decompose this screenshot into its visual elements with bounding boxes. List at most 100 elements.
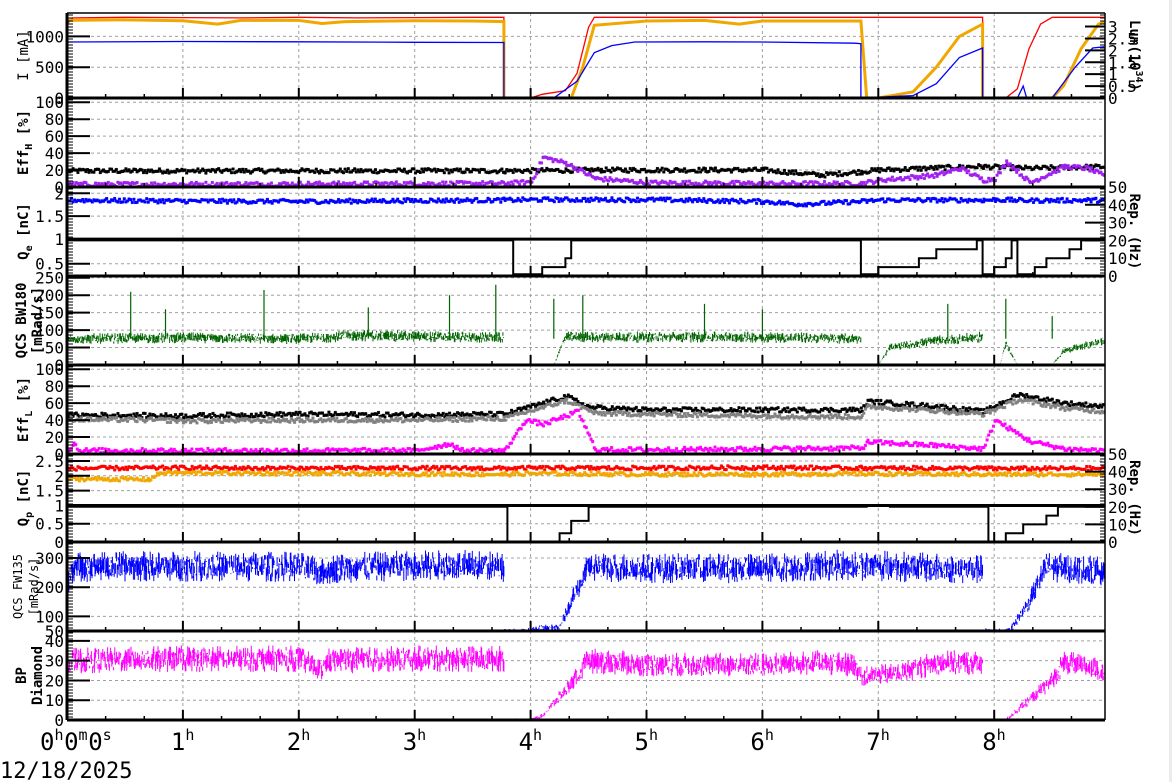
y-tick-label: 200 — [35, 578, 64, 597]
y-tick-label-right: 30 — [1108, 214, 1127, 233]
y-axis-label: Qp [nC] — [16, 470, 35, 527]
y-tick-label-right: 50 — [1108, 178, 1127, 197]
y-axis-label-right: Rep. (Hz) — [1126, 194, 1142, 270]
series-RepRate_e — [67, 239, 1105, 276]
y-tick-label: 1.5 — [35, 482, 64, 501]
y-tick-label: 40 — [45, 632, 64, 651]
x-tick-label: 3h — [403, 726, 426, 756]
y-tick-label: 40 — [45, 144, 64, 163]
y-tick-label: 50 — [45, 622, 64, 641]
panel-series-current — [67, 16, 1105, 98]
y-tick-label-right: 20 — [1108, 231, 1127, 250]
y-tick-label: 2.5 — [35, 452, 64, 471]
y-axis-label: I [mA] — [16, 30, 32, 81]
y-axis-label: EffL [%] — [16, 377, 35, 442]
y-tick-label: 0 — [54, 533, 64, 552]
y-tick-label-right: 1.5 — [1108, 53, 1137, 72]
y-tick-label: 0 — [54, 178, 64, 197]
y-tick-label-right: 1 — [1108, 65, 1118, 84]
y-tick-label: 40 — [45, 411, 64, 430]
y-tick-label: 80 — [45, 377, 64, 396]
y-tick-label: 20 — [45, 161, 64, 180]
y-axis-label: BPDiamond — [14, 646, 46, 705]
panel-series-bp_diamond — [67, 645, 1105, 720]
axis-ticks — [66, 14, 1105, 721]
y-tick-label: 60 — [45, 127, 64, 146]
y-tick-label: 100 — [35, 360, 64, 379]
series-I_HER — [67, 18, 1105, 98]
panel-series-eff_h — [67, 155, 1105, 187]
y-tick-label: 250 — [35, 269, 64, 288]
series-QCS_FW135 — [67, 549, 1105, 631]
x-tick-label: 4h — [519, 726, 542, 756]
series-EffL_1 — [67, 392, 1105, 420]
data-series — [67, 16, 1105, 720]
x-tick-label: 1h — [171, 726, 194, 756]
y-tick-label-right: 0.5 — [1108, 77, 1137, 96]
y-axis-label: Qe [nC] — [16, 203, 35, 260]
y-tick-label-right: 3 — [1108, 18, 1118, 37]
series-QCS_BW180_peaks — [130, 284, 1053, 339]
y-axis-label: EffH [%] — [16, 110, 35, 175]
y-tick-label: 0 — [54, 445, 64, 464]
y-tick-label: 60 — [45, 394, 64, 413]
x-tick-label: 5h — [635, 726, 658, 756]
y-tick-label-right: 0 — [1108, 267, 1118, 286]
y-tick-label: 200 — [35, 286, 64, 305]
y-axis-label-right: Rep. (Hz) — [1126, 460, 1142, 536]
y-tick-label-right: 40 — [1108, 196, 1127, 215]
y-tick-label: 20 — [45, 428, 64, 447]
y-tick-label: 150 — [35, 304, 64, 323]
y-axis-label: QCS BW180[mRad/s] — [14, 283, 46, 359]
panel-series-qcs_bw180 — [67, 284, 1105, 365]
y-tick-label-right: 10 — [1108, 515, 1127, 534]
y-tick-label: 0 — [54, 711, 64, 730]
x-tick-label: 8h — [982, 726, 1005, 756]
panel-frames — [65, 12, 1106, 722]
panel-series-q_p — [67, 464, 1105, 542]
y-tick-label-right: 50 — [1108, 445, 1127, 464]
y-tick-label-right: 20 — [1108, 498, 1127, 517]
series-Lum — [67, 40, 1105, 98]
y-tick-label-right: 0 — [1108, 89, 1118, 108]
panel-series-q_e — [67, 196, 1105, 276]
y-tick-label: 1 — [54, 230, 64, 249]
window-edge — [1169, 0, 1172, 782]
x-axis-date-label: 12/18/2025 — [0, 759, 132, 782]
y-tick-label: 300 — [35, 549, 64, 568]
y-tick-label: 30 — [45, 652, 64, 671]
y-tick-label-right: 40 — [1108, 463, 1127, 482]
series-I_LER — [67, 16, 1105, 98]
y-tick-label: 100 — [35, 607, 64, 626]
y-tick-label: 2 — [54, 184, 64, 203]
y-tick-label: 80 — [45, 110, 64, 129]
y-tick-label-right: 2.5 — [1108, 29, 1137, 48]
y-tick-label: 1000 — [25, 27, 64, 46]
y-tick-label: 100 — [35, 93, 64, 112]
x-tick-label: 7h — [866, 726, 889, 756]
y-tick-label: 2 — [54, 467, 64, 486]
series-BP_Diamond — [67, 645, 1105, 720]
series-Qp_2 — [67, 469, 1105, 483]
x-tick-label: 2h — [287, 726, 310, 756]
series-Qe — [67, 196, 1105, 208]
y-tick-label-right: 0 — [1108, 533, 1118, 552]
y-tick-label-right: 2 — [1108, 41, 1118, 60]
y-tick-label-right: 10 — [1108, 249, 1127, 268]
y-tick-label: 10 — [45, 691, 64, 710]
y-tick-label: 1.5 — [35, 207, 64, 226]
x-tick-label: 0h 0m 0s — [40, 726, 112, 756]
y-tick-label: 50 — [45, 339, 64, 358]
y-tick-label: 500 — [35, 58, 64, 77]
y-axis-label: QCS FW135 [mRad/s] — [11, 554, 41, 619]
x-tick-label: 6h — [750, 726, 773, 756]
y-tick-label: 1 — [54, 496, 64, 515]
panel-series-eff_l — [67, 392, 1105, 454]
y-tick-label-right: 30 — [1108, 480, 1127, 499]
y-tick-label: 20 — [45, 671, 64, 690]
panel-series-qcs_fw135 — [67, 549, 1105, 631]
y-tick-label: 0 — [54, 356, 64, 375]
y-tick-label: 0.5 — [35, 515, 64, 534]
